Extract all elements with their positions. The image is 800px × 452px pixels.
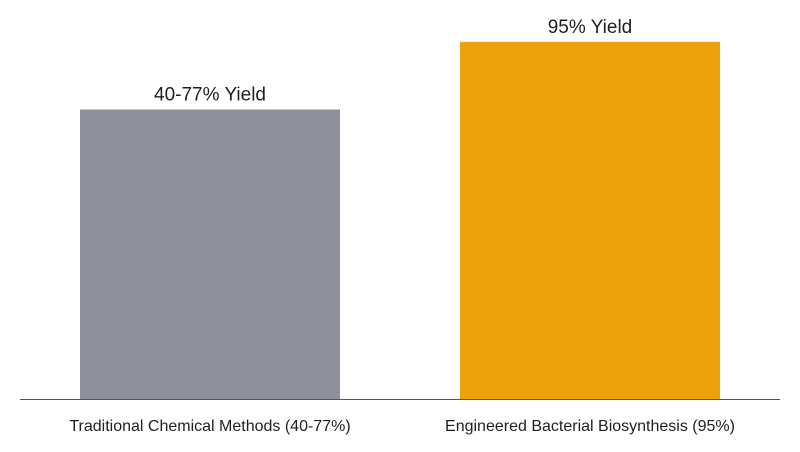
data-label-2: 95% Yield	[548, 17, 633, 38]
x-tick-label-1: Traditional Chemical Methods (40-77%)	[69, 418, 350, 435]
data-label-1: 40-77% Yield	[154, 84, 266, 105]
bar-1	[80, 109, 340, 399]
x-tick-label-2: Engineered Bacterial Biosynthesis (95%)	[445, 418, 735, 435]
bar-2	[460, 41, 720, 400]
